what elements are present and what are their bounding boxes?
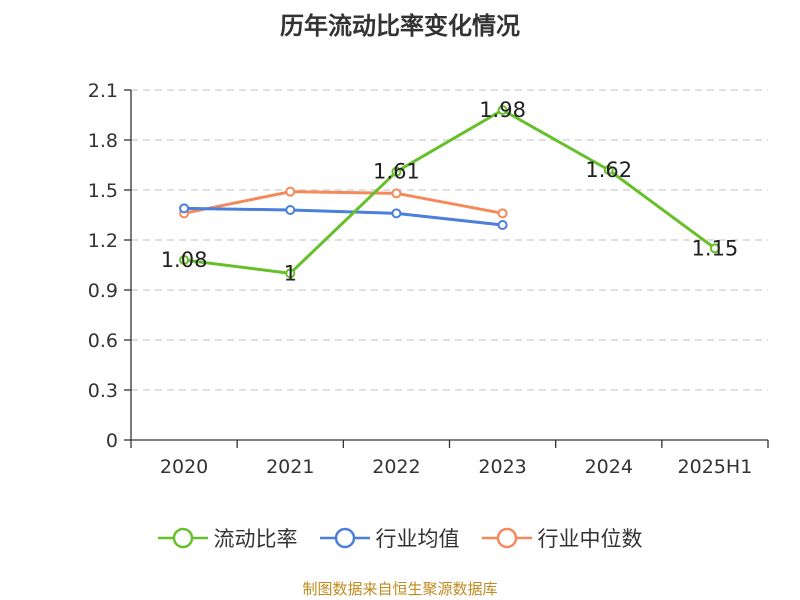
data-label: 1.98 [479, 98, 526, 122]
data-point-current-ratio [497, 105, 508, 115]
y-tick-label: 0.3 [88, 380, 118, 402]
data-labels: 1.08 1 1.61 1.98 1.62 1.15 [161, 98, 739, 285]
data-label: 1.15 [692, 236, 739, 260]
data-point-industry-average [391, 208, 402, 219]
x-tick-label: 2023 [478, 456, 526, 478]
data-point-industry-median [391, 188, 402, 199]
data-point-industry-median [497, 208, 508, 219]
data-point-current-ratio [391, 166, 402, 177]
legend-item-current-ratio[interactable]: 流动比率 [157, 523, 298, 553]
x-tick-label: 2024 [585, 456, 633, 478]
chart-title: 历年流动比率变化情况 [280, 12, 520, 40]
x-axis-ticks: 2020 2021 2022 2023 2024 2025H1 [130, 440, 769, 478]
data-label: 1.61 [373, 160, 420, 184]
y-tick-label: 0 [106, 430, 118, 452]
y-tick-label: 1.5 [88, 180, 118, 202]
data-point-current-ratio [603, 165, 614, 175]
series-lines [183, 108, 716, 275]
legend-label-current-ratio: 流动比率 [213, 527, 298, 551]
y-tick-label: 1.2 [88, 230, 118, 252]
legend-marker-industry-average [319, 527, 370, 549]
y-tick-label: 1.8 [88, 130, 118, 152]
legend-marker-industry-median [481, 527, 532, 549]
x-tick-label: 2021 [266, 456, 314, 478]
y-tick-label: 0.6 [88, 330, 118, 352]
grid-lines [131, 89, 768, 391]
data-point-industry-average [497, 220, 508, 230]
y-tick-label: 2.1 [88, 80, 118, 102]
data-point-current-ratio [179, 255, 190, 265]
x-tick-label: 2025H1 [678, 456, 753, 478]
y-axis-ticks: 0 0.3 0.6 0.9 1.2 1.5 1.8 2.1 [88, 80, 131, 452]
source-note: 制图数据来自恒生聚源数据库 [302, 580, 498, 598]
data-point-industry-average [285, 205, 296, 215]
data-point-industry-median [285, 186, 296, 197]
x-tick-label: 2020 [160, 456, 208, 478]
series-line-industry-average [184, 206, 503, 227]
data-label: 1.62 [585, 158, 632, 182]
x-tick-label: 2022 [372, 456, 420, 478]
legend: 流动比率 行业均值 行业中位数 [0, 518, 800, 558]
legend-label-industry-average: 行业均值 [375, 527, 460, 551]
data-label: 1.08 [161, 248, 208, 272]
legend-marker-current-ratio [157, 527, 208, 549]
data-label: 1 [284, 261, 297, 285]
data-point-current-ratio [285, 268, 296, 279]
data-point-industry-average [179, 203, 190, 214]
data-point-current-ratio [709, 243, 720, 254]
legend-item-industry-median[interactable]: 行业中位数 [481, 523, 643, 553]
series-line-current-ratio [183, 108, 716, 275]
legend-label-industry-median: 行业中位数 [537, 527, 643, 551]
legend-item-industry-average[interactable]: 行业均值 [319, 523, 460, 553]
y-tick-label: 0.9 [88, 280, 118, 302]
series-line-industry-median [183, 190, 503, 215]
series-points [179, 105, 720, 279]
